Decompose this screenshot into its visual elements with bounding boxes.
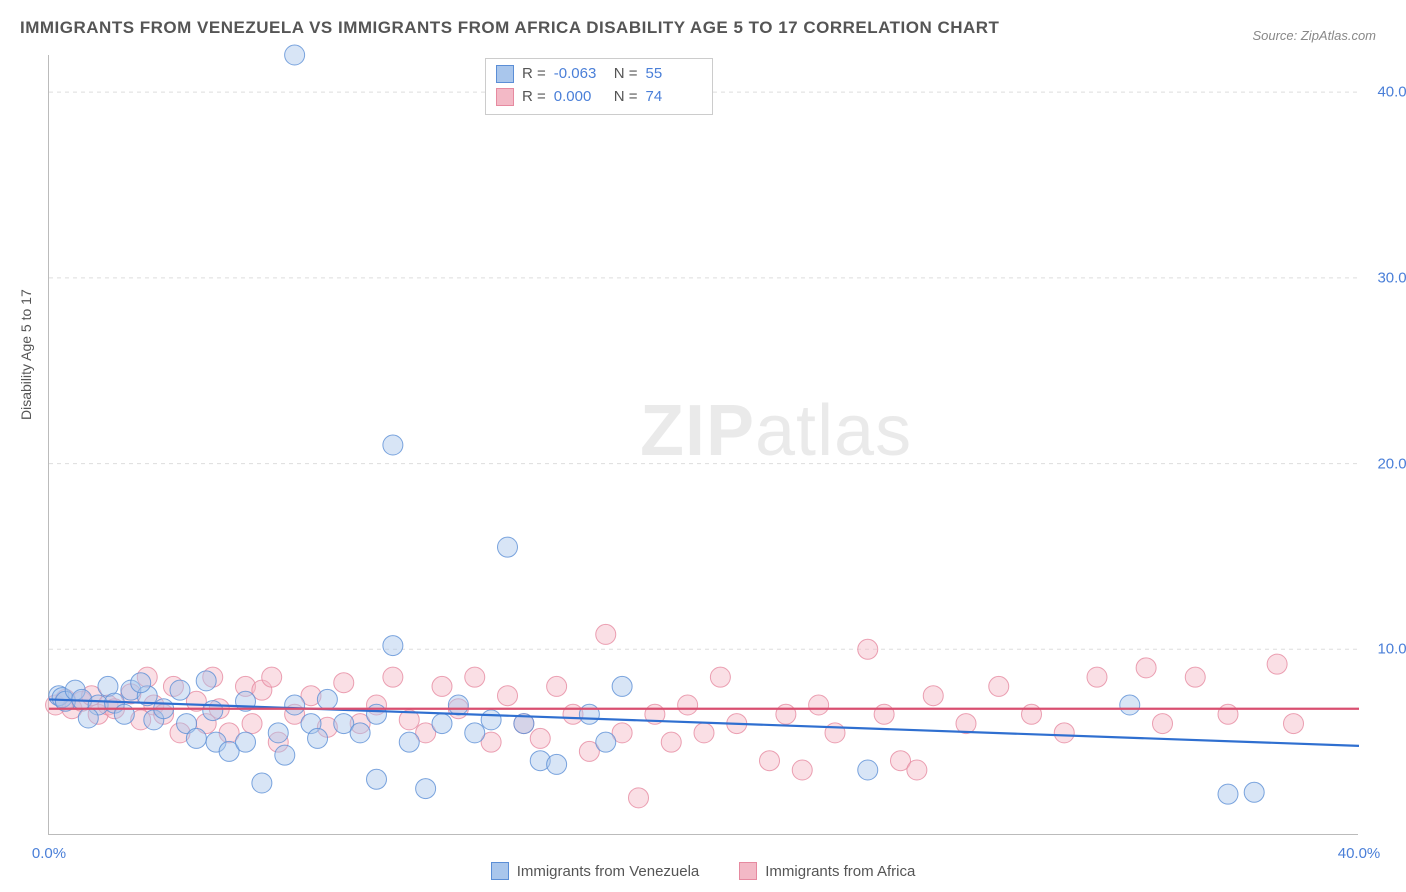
y-tick-label: 30.0%: [1377, 269, 1406, 286]
x-tick-label: 40.0%: [1338, 845, 1381, 862]
swatch-venezuela: [496, 65, 514, 83]
stats-row-venezuela: R = -0.063 N = 55: [496, 63, 698, 86]
correlation-stats-box: R = -0.063 N = 55 R = 0.000 N = 74: [485, 58, 713, 115]
stats-row-africa: R = 0.000 N = 74: [496, 86, 698, 109]
legend-item-africa: Immigrants from Africa: [739, 862, 915, 880]
legend-item-venezuela: Immigrants from Venezuela: [491, 862, 700, 880]
y-tick-label: 20.0%: [1377, 455, 1406, 472]
source-attribution: Source: ZipAtlas.com: [1252, 28, 1376, 43]
swatch-venezuela: [491, 862, 509, 880]
series-legend: Immigrants from Venezuela Immigrants fro…: [0, 862, 1406, 880]
y-axis-label: Disability Age 5 to 17: [18, 289, 34, 420]
chart-plot-area: 10.0%20.0%30.0%40.0%0.0%40.0%: [48, 55, 1358, 835]
swatch-africa: [739, 862, 757, 880]
scatter-svg: [49, 55, 1358, 834]
chart-title: IMMIGRANTS FROM VENEZUELA VS IMMIGRANTS …: [20, 18, 999, 38]
y-tick-label: 40.0%: [1377, 84, 1406, 101]
swatch-africa: [496, 88, 514, 106]
y-tick-label: 10.0%: [1377, 641, 1406, 658]
x-tick-label: 0.0%: [32, 845, 66, 862]
